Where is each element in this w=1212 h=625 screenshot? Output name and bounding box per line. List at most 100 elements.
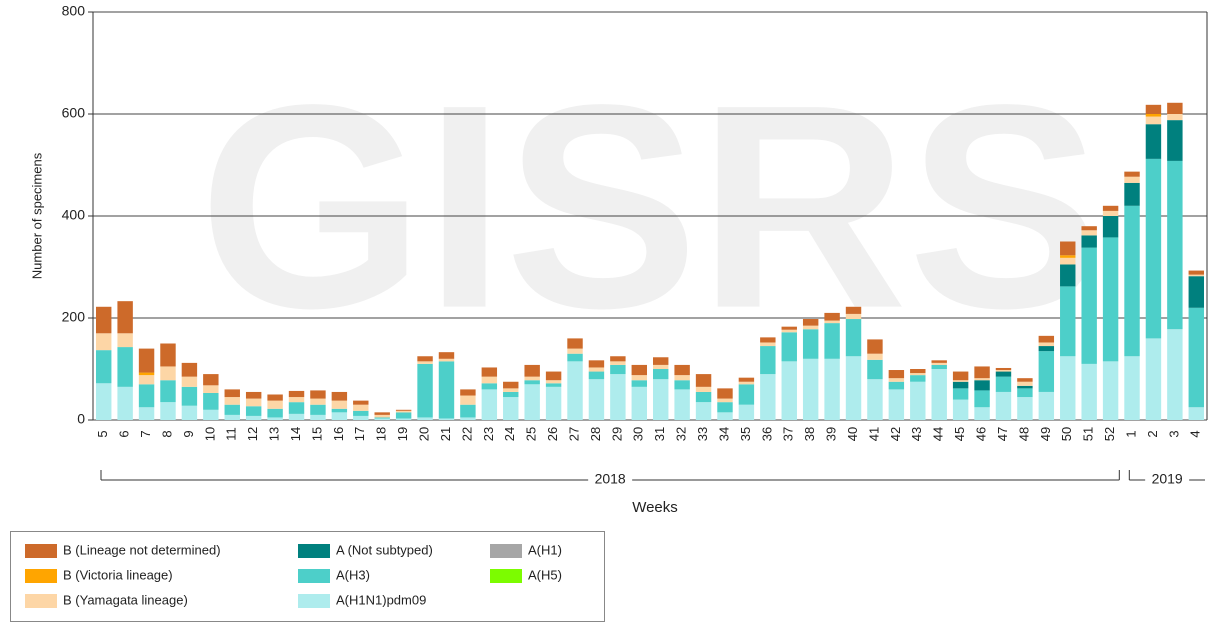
x-tick-label: 9 — [181, 430, 196, 437]
bar-segment — [181, 362, 198, 377]
legend-label: A(H5) — [528, 567, 562, 582]
bar-segment — [331, 391, 348, 401]
x-tick-label: 49 — [1038, 427, 1053, 441]
bar-segment — [674, 380, 690, 390]
bar-segment — [460, 395, 476, 405]
bar-segment — [245, 406, 262, 416]
bar-segment — [438, 358, 455, 362]
bar-segment — [95, 350, 112, 384]
bar-segment — [652, 357, 669, 365]
bar-segment — [1124, 182, 1140, 206]
bar-segment — [138, 372, 155, 376]
bar-segment — [588, 360, 605, 368]
bar-segment — [1102, 237, 1119, 362]
bar-segment — [567, 361, 583, 420]
bar-segment — [610, 356, 626, 362]
bar-segment — [845, 319, 862, 357]
bar-segment — [160, 366, 176, 381]
bar-segment — [824, 358, 840, 420]
bar-segment — [288, 413, 305, 420]
bar-segment — [95, 383, 112, 420]
bar-segment — [1145, 116, 1162, 125]
bar-segment — [738, 381, 755, 385]
legend-swatch — [298, 569, 330, 583]
bar-segment — [117, 386, 133, 420]
x-tick-label: 45 — [952, 427, 967, 441]
x-tick-label: 15 — [309, 427, 324, 441]
x-tick-label: 42 — [888, 427, 903, 441]
bar-segment — [1060, 241, 1076, 256]
bar-segment — [310, 414, 326, 420]
bar-segment — [1188, 270, 1205, 275]
bar-segment — [888, 381, 905, 390]
bar-segment — [974, 390, 990, 408]
bar-segment — [503, 388, 519, 392]
bar-segment — [802, 358, 819, 420]
bar-segment — [460, 404, 476, 418]
bar-segment — [910, 375, 926, 382]
bar-segment — [802, 325, 819, 330]
x-tick-label: 3 — [1166, 430, 1181, 437]
bar-segment — [824, 312, 840, 321]
legend-label: A(H3) — [336, 567, 370, 582]
bar-segment — [1124, 176, 1140, 183]
x-tick-label: 22 — [459, 427, 474, 441]
bar-segment — [160, 380, 176, 403]
x-tick-label: 31 — [652, 427, 667, 441]
x-tick-label: 38 — [802, 427, 817, 441]
bar-segment — [203, 374, 219, 386]
bar-segment — [717, 388, 733, 399]
bar-segment — [1188, 276, 1205, 308]
legend-label: A (Not subtyped) — [336, 542, 433, 557]
bar-segment — [717, 412, 733, 420]
bar-segment — [460, 389, 476, 396]
bar-segment — [310, 390, 326, 399]
legend-swatch — [490, 544, 522, 558]
bar-segment — [417, 363, 433, 418]
bar-segment — [888, 370, 905, 379]
bar-segment — [738, 404, 755, 420]
x-tick-label: 44 — [931, 427, 946, 441]
bar-segment — [1167, 160, 1183, 330]
bar-segment — [802, 319, 819, 326]
bar-segment — [1124, 205, 1140, 357]
year-label: 2019 — [1152, 471, 1183, 487]
bar-segment — [224, 397, 240, 405]
x-tick-label: 25 — [524, 427, 539, 441]
bar-segment — [824, 323, 840, 359]
x-tick-label: 40 — [845, 427, 860, 441]
bar-segment — [567, 353, 583, 362]
bar-segment — [545, 383, 562, 387]
bar-segment — [652, 364, 669, 369]
y-tick-label: 0 — [77, 411, 85, 427]
bar-segment — [288, 397, 305, 403]
bar-segment — [224, 414, 240, 420]
bar-segment — [974, 380, 990, 391]
bar-segment — [224, 389, 240, 398]
bar-segment — [674, 364, 690, 376]
x-tick-label: 21 — [438, 427, 453, 441]
bar-segment — [760, 337, 776, 343]
bar-segment — [695, 374, 712, 387]
x-tick-label: 11 — [224, 427, 239, 441]
legend-swatch — [25, 544, 57, 558]
bar-segment — [717, 402, 733, 413]
bar-segment — [1167, 329, 1183, 420]
bar-segment — [910, 373, 926, 376]
bar-segment — [867, 379, 883, 420]
legend-box — [10, 531, 605, 622]
bar-segment — [931, 369, 947, 420]
x-tick-label: 30 — [631, 427, 646, 441]
bar-segment — [331, 412, 348, 420]
x-tick-label: 26 — [545, 427, 560, 441]
bar-segment — [1145, 338, 1162, 420]
bar-segment — [481, 367, 498, 377]
bar-segment — [995, 370, 1012, 372]
bar-segment — [267, 394, 283, 401]
bar-segment — [288, 390, 305, 398]
bar-segment — [781, 361, 797, 420]
bar-segment — [481, 389, 498, 420]
bar-segment — [181, 386, 198, 406]
bar-segment — [931, 364, 947, 369]
